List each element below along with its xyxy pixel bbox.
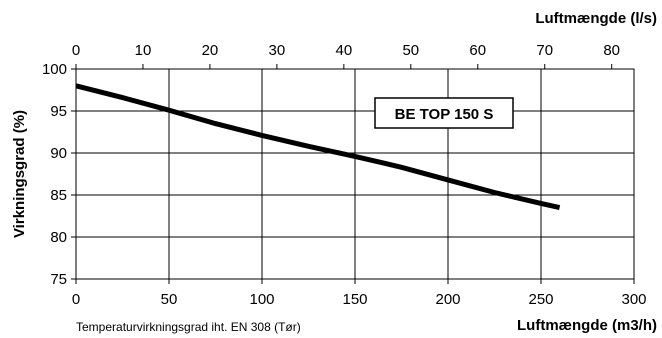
x-tick-label: 300: [621, 291, 646, 308]
y-tick-label: 85: [50, 187, 67, 204]
x-tick-labels: 0 50 100 150 200 250 300: [72, 279, 647, 308]
x-tick-label: 50: [161, 291, 178, 308]
y-tick-label: 100: [42, 61, 67, 78]
x-tick-label: 100: [249, 291, 274, 308]
x2-tick-label: 20: [202, 42, 219, 59]
x-tick-label: 250: [528, 291, 553, 308]
x-tick-label: 0: [72, 291, 80, 308]
x2-tick-label: 70: [536, 42, 553, 59]
x2-tick-label: 40: [336, 42, 353, 59]
series-line: [75, 83, 561, 211]
x-tick-label: 150: [342, 291, 367, 308]
y-tick-label: 95: [50, 103, 67, 120]
x-tick-label: 200: [435, 291, 460, 308]
y-tick-label: 90: [50, 145, 67, 162]
y-tick-label: 75: [50, 271, 67, 288]
x2-tick-label: 30: [269, 42, 286, 59]
x2-tick-label: 60: [469, 42, 486, 59]
x2-tick-labels: 0 10 20 30 40 50 60 70 80: [72, 42, 620, 69]
x2-tick-label: 50: [402, 42, 419, 59]
annotation-label: BE TOP 150 S: [395, 106, 494, 123]
y-axis-title: Virkningsgrad (%): [11, 110, 28, 238]
x2-axis-title: Luftmængde (l/s): [535, 10, 657, 27]
y-tick-label: 80: [50, 229, 67, 246]
series-layer: [75, 83, 561, 211]
x2-tick-label: 80: [603, 42, 620, 59]
x2-tick-label: 0: [72, 42, 80, 59]
x-axis-title: Luftmængde (m3/h): [517, 317, 657, 334]
footnote: Temperaturvirkningsgrad iht. EN 308 (Tør…: [76, 320, 301, 334]
y-tick-labels: 75 80 85 90 95 100: [42, 61, 76, 288]
x2-tick-label: 10: [135, 42, 152, 59]
annotation-box: BE TOP 150 S: [374, 97, 514, 129]
